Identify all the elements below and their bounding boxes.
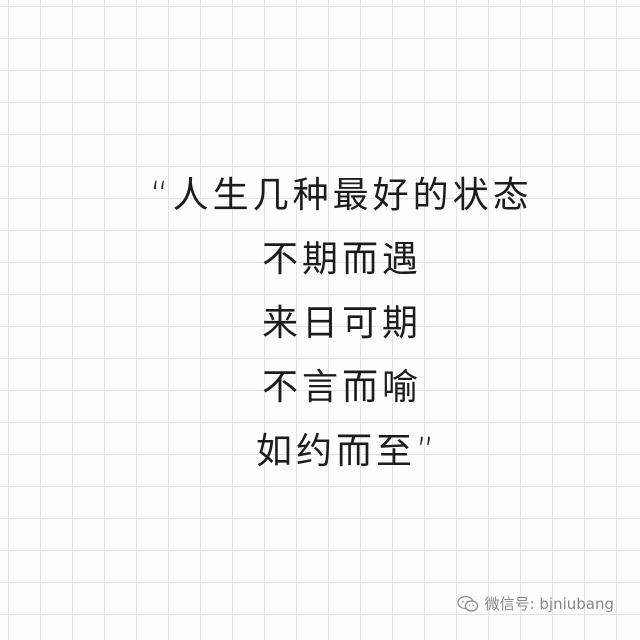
watermark: 微信号: bjniubang: [456, 593, 614, 614]
wechat-icon: [456, 595, 479, 613]
watermark-text: 微信号: bjniubang: [484, 595, 614, 613]
poem-line-2: 不期而遇: [262, 239, 423, 280]
poem-line-title: “人生几种最好的状态: [150, 175, 533, 216]
poem-line-3: 来日可期: [262, 303, 423, 344]
poem-line-4: 不言而喻: [262, 367, 423, 408]
poem-line-5: 如约而至”: [256, 431, 439, 472]
